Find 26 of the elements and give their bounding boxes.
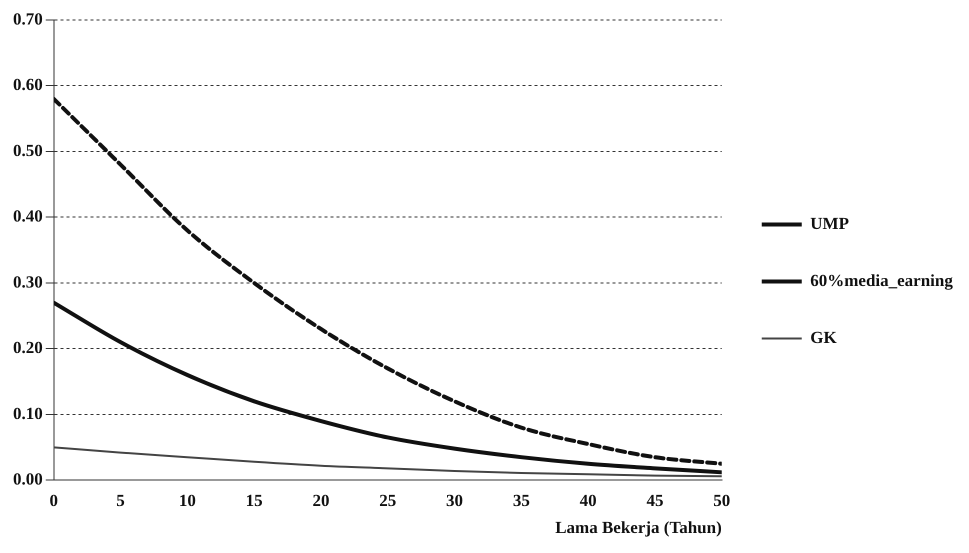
- y-tick-label: 0.30: [13, 272, 43, 292]
- x-tick-label: 0: [50, 490, 58, 510]
- x-tick-label: 10: [178, 490, 196, 510]
- x-axis-title: Lama Bekerja (Tahun): [555, 518, 722, 538]
- x-tick-label: 40: [580, 490, 597, 510]
- legend-label: UMP: [810, 214, 849, 233]
- y-tick-label: 0.20: [13, 338, 43, 358]
- y-tick-label: 0.00: [13, 470, 43, 489]
- line-series: [54, 96, 722, 466]
- legend-label: GK: [810, 328, 838, 347]
- line-series: [54, 300, 722, 474]
- y-tick-label: 0.60: [13, 75, 43, 94]
- x-tick-label: 50: [713, 490, 730, 510]
- y-tick-label: 0.40: [13, 206, 43, 226]
- y-tick-label: 0.10: [13, 404, 43, 423]
- x-tick-label: 20: [312, 490, 330, 510]
- x-tick-label: 30: [446, 490, 464, 510]
- legend-label: 60%media_earning: [810, 270, 954, 290]
- x-tick-label: 45: [646, 490, 664, 510]
- x-tick-label: 5: [116, 490, 125, 510]
- y-tick-label: 0.50: [13, 140, 43, 160]
- x-tick-label: 35: [512, 490, 530, 510]
- x-tick-label: 25: [379, 490, 396, 510]
- line-series: [54, 446, 722, 478]
- y-tick-label: 0.70: [13, 9, 43, 28]
- x-tick-label: 15: [246, 490, 263, 510]
